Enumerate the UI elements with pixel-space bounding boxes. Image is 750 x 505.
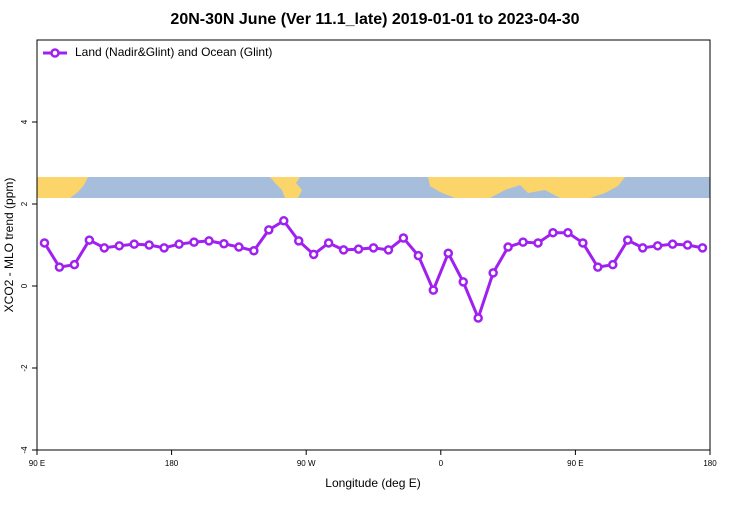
data-point xyxy=(264,225,274,235)
data-point xyxy=(622,235,633,245)
x-tick-label: 90 E xyxy=(567,459,583,468)
data-point xyxy=(144,240,154,250)
x-axis-label: Longitude (deg E) xyxy=(325,476,420,490)
data-point xyxy=(323,238,334,248)
data-point xyxy=(578,238,588,248)
data-point xyxy=(368,243,379,253)
map-strip xyxy=(37,177,710,198)
data-point xyxy=(114,241,125,251)
data-point xyxy=(204,236,214,246)
data-point xyxy=(249,245,259,256)
data-point xyxy=(398,233,409,243)
data-point xyxy=(443,248,454,258)
legend-marker xyxy=(50,48,60,58)
data-point xyxy=(593,262,603,272)
series-line xyxy=(43,218,703,323)
data-point xyxy=(682,240,693,250)
data-point xyxy=(637,243,648,253)
data-point xyxy=(174,239,184,249)
chart-title: 20N-30N June (Ver 11.1_late) 2019-01-01 … xyxy=(170,11,579,28)
data-point xyxy=(473,313,483,323)
data-point xyxy=(488,268,498,278)
plot-frame xyxy=(36,39,711,451)
data-point xyxy=(383,245,394,255)
data-point xyxy=(503,242,513,252)
data-point xyxy=(518,237,528,247)
x-tick-label: 90 W xyxy=(297,459,316,468)
data-point xyxy=(279,216,289,226)
data-point xyxy=(39,238,50,248)
y-tick-label: 2 xyxy=(20,201,29,206)
data-point xyxy=(99,243,110,253)
data-point xyxy=(338,245,349,255)
x-tick-label: 180 xyxy=(703,459,717,468)
legend-label: Land (Nadir&Glint) and Ocean (Glint) xyxy=(75,45,272,59)
data-point xyxy=(413,250,424,261)
data-point xyxy=(84,235,95,245)
data-point xyxy=(308,249,319,260)
data-point xyxy=(458,277,468,287)
data-point xyxy=(219,239,229,249)
data-point xyxy=(533,238,543,248)
data-point xyxy=(54,262,65,272)
data-point xyxy=(697,243,708,253)
data-point xyxy=(189,237,199,247)
x-tick-label: 0 xyxy=(439,459,444,468)
data-point xyxy=(353,244,364,254)
y-axis-label: XCO2 - MLO trend (ppm) xyxy=(2,178,16,313)
y-tick-label: 0 xyxy=(20,283,29,288)
data-point xyxy=(69,259,80,270)
data-point xyxy=(234,242,244,252)
x-tick-label: 90 E xyxy=(29,459,45,468)
x-tick-label: 180 xyxy=(165,459,179,468)
data-point xyxy=(652,241,663,251)
y-tick-label: -4 xyxy=(20,446,29,454)
y-tick-label: -2 xyxy=(20,364,29,372)
data-point xyxy=(667,239,678,249)
y-tick-label: 4 xyxy=(20,119,29,124)
data-point xyxy=(129,239,139,249)
data-point xyxy=(428,285,439,295)
data-point xyxy=(563,227,573,238)
data-point xyxy=(293,236,304,246)
data-point xyxy=(548,227,558,238)
data-point xyxy=(159,243,169,253)
data-point xyxy=(608,259,618,270)
